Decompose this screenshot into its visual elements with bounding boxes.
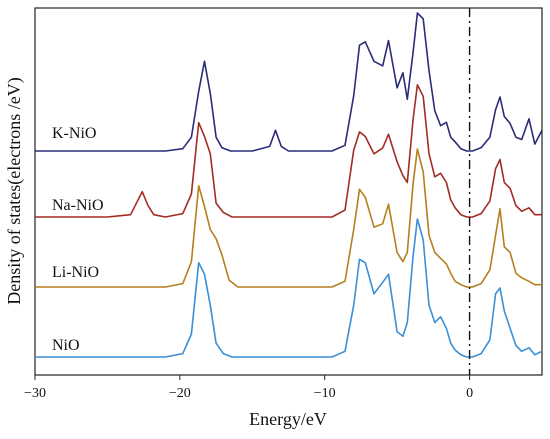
x-axis-title: Energy/eV [249, 409, 327, 429]
series-label-li-nio: Li-NiO [52, 264, 99, 281]
x-axis: −30 −20 −10 0 [24, 375, 473, 401]
series-line-nio [35, 218, 543, 358]
x-tick-label: −30 [24, 386, 46, 401]
x-tick-label: −10 [314, 386, 336, 401]
series-line-na-nio [35, 84, 542, 218]
series-line-li-nio [35, 148, 542, 288]
curves-group [35, 12, 543, 358]
y-axis-title: Density of states(electrons /eV) [4, 77, 25, 304]
x-tick-label: 0 [466, 386, 473, 401]
series-labels: K-NiO Na-NiO Li-NiO NiO [52, 125, 104, 354]
series-label-nio: NiO [52, 337, 80, 354]
series-line-k-nio [35, 12, 543, 152]
x-tick-label: −20 [169, 386, 191, 401]
series-label-k-nio: K-NiO [52, 125, 96, 142]
series-label-na-nio: Na-NiO [52, 197, 104, 214]
plot-frame [34, 7, 543, 376]
